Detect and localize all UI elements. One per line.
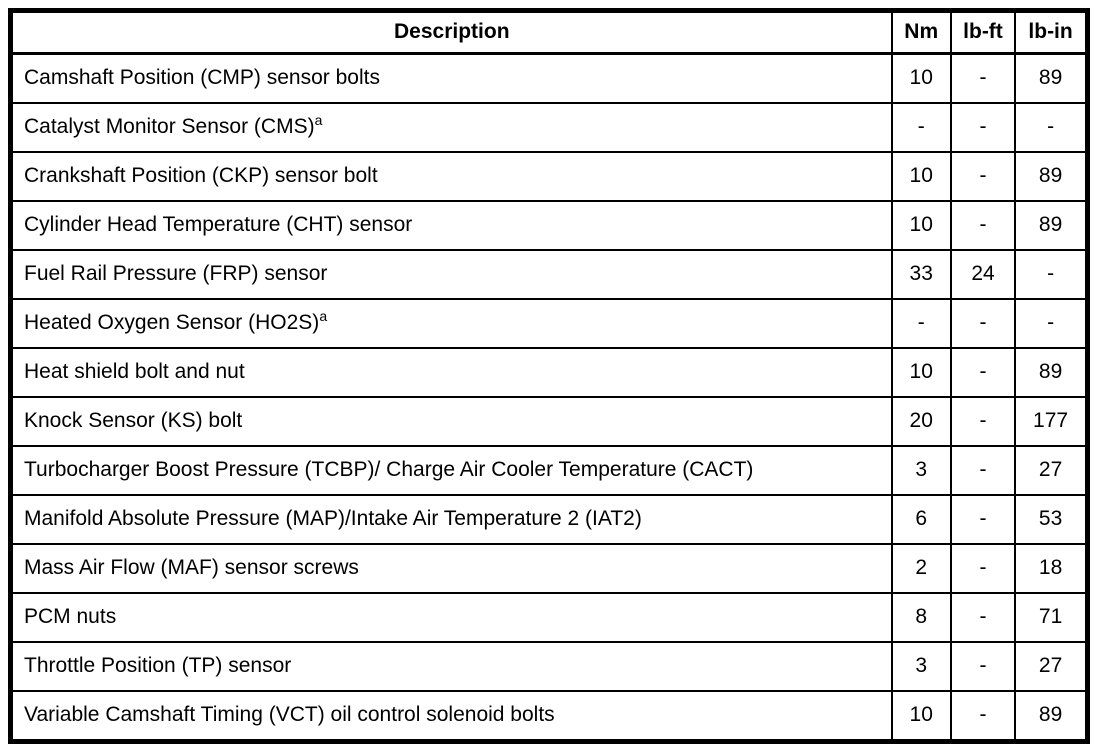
row-description-text: Cylinder Head Temperature (CHT) sensor [24, 213, 413, 237]
row-description-text: Heated Oxygen Sensor (HO2S) [24, 311, 320, 335]
row-value-lbft: - [949, 592, 1017, 643]
row-value-nm: 10 [890, 200, 952, 251]
row-description: Catalyst Monitor Sensor (CMS)a [9, 102, 893, 153]
row-value-nm: 6 [890, 494, 952, 545]
column-header-lbft: lb-ft [949, 9, 1017, 55]
table-row: Cylinder Head Temperature (CHT) sensor 10… [9, 200, 1089, 251]
row-description: Throttle Position (TP) sensor [9, 641, 893, 692]
row-value-nm: 8 [890, 592, 952, 643]
row-description: Crankshaft Position (CKP) sensor bolt [9, 151, 893, 202]
row-value-lbft: - [949, 396, 1017, 447]
table-body: Camshaft Position (CMP) sensor bolts 10-8… [9, 52, 1089, 743]
row-description-text: Heat shield bolt and nut [24, 360, 245, 384]
row-value-nm: 10 [890, 347, 952, 398]
footnote-marker: a [319, 308, 328, 325]
table-row: Heated Oxygen Sensor (HO2S)a - - - [9, 298, 1089, 349]
row-value-lbin: - [1014, 249, 1089, 300]
row-description-text: PCM nuts [24, 605, 117, 629]
row-value-lbft: - [949, 641, 1017, 692]
column-header-nm: Nm [890, 9, 952, 55]
row-value-lbin: 27 [1014, 445, 1089, 496]
row-value-lbft: - [949, 690, 1017, 743]
footnote-marker: a [314, 112, 323, 129]
row-value-lbft: - [949, 102, 1017, 153]
table-row: Camshaft Position (CMP) sensor bolts 10-8… [9, 52, 1089, 104]
table-row: Crankshaft Position (CKP) sensor bolt 10-… [9, 151, 1089, 202]
row-value-lbft: - [949, 52, 1017, 104]
row-value-nm: 2 [890, 543, 952, 594]
row-value-lbft: - [949, 543, 1017, 594]
row-value-lbft: - [949, 494, 1017, 545]
table-row: Heat shield bolt and nut 10-89 [9, 347, 1089, 398]
table-row: PCM nuts 8-71 [9, 592, 1089, 643]
row-description-text: Camshaft Position (CMP) sensor bolts [24, 66, 380, 90]
row-value-nm: 33 [890, 249, 952, 300]
row-value-lbin: - [1014, 298, 1089, 349]
row-description-text: Crankshaft Position (CKP) sensor bolt [24, 164, 378, 188]
row-value-lbin: 89 [1014, 347, 1089, 398]
row-description-text: Throttle Position (TP) sensor [24, 654, 292, 678]
row-value-lbin: 89 [1014, 690, 1089, 743]
row-value-nm: 3 [890, 445, 952, 496]
table-row: Throttle Position (TP) sensor 3-27 [9, 641, 1089, 692]
row-value-lbin: 89 [1014, 200, 1089, 251]
row-value-nm: 10 [890, 690, 952, 743]
row-value-nm: - [890, 102, 952, 153]
row-description: Fuel Rail Pressure (FRP) sensor [9, 249, 893, 300]
row-description: Cylinder Head Temperature (CHT) sensor [9, 200, 893, 251]
row-value-lbin: 89 [1014, 52, 1089, 104]
header-row: Description Nm lb-ft lb-in [9, 9, 1089, 55]
row-value-lbin: 89 [1014, 151, 1089, 202]
row-description: Manifold Absolute Pressure (MAP)/Intake … [9, 494, 893, 545]
row-description: Turbocharger Boost Pressure (TCBP)/ Char… [9, 445, 893, 496]
row-description-text: Mass Air Flow (MAF) sensor screws [24, 556, 359, 580]
row-value-lbin: 18 [1014, 543, 1089, 594]
row-description: Variable Camshaft Timing (VCT) oil contr… [9, 690, 893, 743]
table-row: Mass Air Flow (MAF) sensor screws 2-18 [9, 543, 1089, 594]
row-description-text: Knock Sensor (KS) bolt [24, 409, 243, 433]
row-value-lbft: - [949, 298, 1017, 349]
table-row: Catalyst Monitor Sensor (CMS)a - - - [9, 102, 1089, 153]
row-value-lbin: 71 [1014, 592, 1089, 643]
row-value-nm: 10 [890, 52, 952, 104]
row-value-nm: 20 [890, 396, 952, 447]
row-description-text: Variable Camshaft Timing (VCT) oil contr… [24, 703, 555, 727]
row-value-lbin: 27 [1014, 641, 1089, 692]
row-description-text: Catalyst Monitor Sensor (CMS) [24, 115, 315, 139]
row-value-lbin: 53 [1014, 494, 1089, 545]
row-description-text: Turbocharger Boost Pressure (TCBP)/ Char… [24, 458, 754, 482]
table-row: Variable Camshaft Timing (VCT) oil contr… [9, 690, 1089, 743]
column-header-description: Description [9, 9, 893, 55]
row-description: Camshaft Position (CMP) sensor bolts [9, 52, 893, 104]
table-row: Turbocharger Boost Pressure (TCBP)/ Char… [9, 445, 1089, 496]
table-row: Manifold Absolute Pressure (MAP)/Intake … [9, 494, 1089, 545]
row-description: Heat shield bolt and nut [9, 347, 893, 398]
row-description-text: Fuel Rail Pressure (FRP) sensor [24, 262, 328, 286]
row-description-text: Manifold Absolute Pressure (MAP)/Intake … [24, 507, 642, 531]
row-description: Heated Oxygen Sensor (HO2S)a [9, 298, 893, 349]
row-value-nm: - [890, 298, 952, 349]
row-value-lbft: - [949, 200, 1017, 251]
row-description: Knock Sensor (KS) bolt [9, 396, 893, 447]
column-header-lbin: lb-in [1014, 9, 1089, 55]
row-value-lbin: 177 [1014, 396, 1089, 447]
row-description: Mass Air Flow (MAF) sensor screws [9, 543, 893, 594]
row-value-lbin: - [1014, 102, 1089, 153]
torque-spec-table: Description Nm lb-ft lb-in Camshaft Posi… [8, 8, 1090, 744]
row-value-lbft: - [949, 151, 1017, 202]
row-value-lbft: 24 [949, 249, 1017, 300]
row-description: PCM nuts [9, 592, 893, 643]
table-row: Knock Sensor (KS) bolt 20-177 [9, 396, 1089, 447]
row-value-nm: 10 [890, 151, 952, 202]
row-value-lbft: - [949, 445, 1017, 496]
table-row: Fuel Rail Pressure (FRP) sensor 33 24- [9, 249, 1089, 300]
row-value-nm: 3 [890, 641, 952, 692]
row-value-lbft: - [949, 347, 1017, 398]
